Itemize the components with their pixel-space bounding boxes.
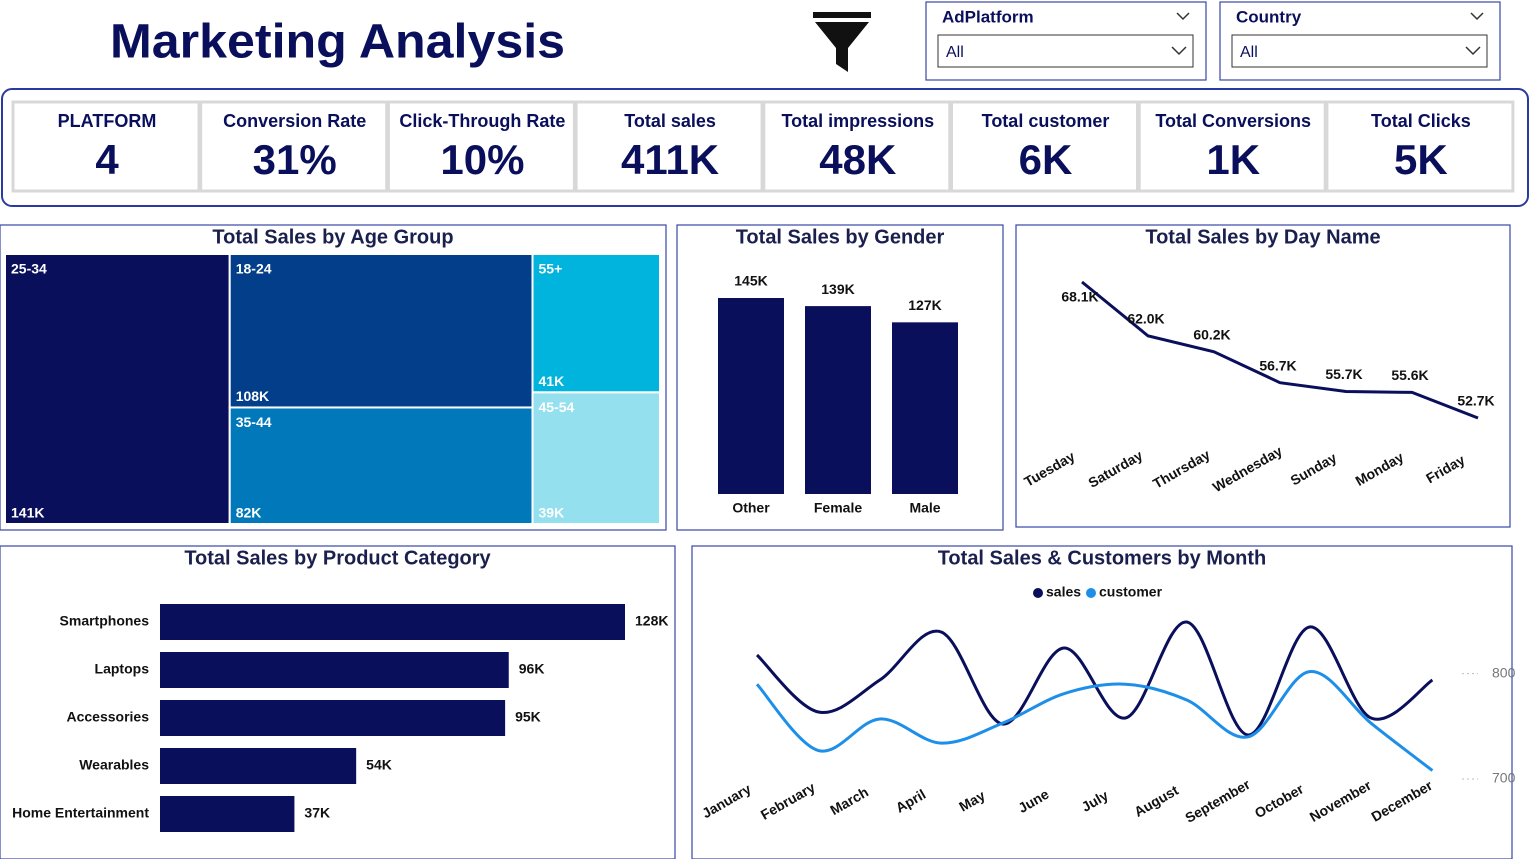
kpi-card [11, 100, 201, 193]
kpi-label: Total impressions [781, 111, 934, 131]
tile-label: 45-54 [539, 399, 575, 415]
kpi-value: 31% [253, 136, 337, 183]
chart-title: Total Sales & Customers by Month [938, 547, 1267, 569]
panel [691, 545, 1513, 859]
line [755, 620, 1434, 737]
kpi-value: 10% [440, 136, 524, 183]
kpi-card [762, 100, 952, 193]
tile-value: 108K [236, 388, 269, 404]
data-label: 55.7K [1325, 366, 1362, 382]
treemap-tile [4, 253, 231, 525]
data-label: 68.1K [1061, 289, 1098, 305]
chart-title: Total Sales by Product Category [184, 547, 491, 569]
kpi-label: Total customer [982, 111, 1110, 131]
data-label: 128K [635, 613, 668, 629]
bar [805, 306, 871, 494]
tile-value: 41K [539, 373, 565, 389]
tile-label: 35-44 [236, 414, 272, 430]
data-label: 37K [304, 805, 330, 821]
data-label: 60.2K [1193, 326, 1230, 342]
data-label: 62.0K [1127, 311, 1164, 327]
chart-title: Total Sales by Age Group [212, 226, 453, 248]
kpi-value: 411K [621, 136, 719, 183]
slicer-label: AdPlatform [942, 7, 1034, 26]
data-label: 139K [821, 281, 854, 297]
y-tick-label: Laptops [95, 661, 150, 677]
page-title: Marketing Analysis [110, 16, 565, 69]
kpi-label: Click-Through Rate [399, 111, 565, 131]
kpi-card [1325, 100, 1515, 193]
tile-label: 55+ [539, 261, 563, 277]
bar [160, 796, 295, 832]
treemap-tile [531, 253, 662, 394]
bar [160, 652, 509, 688]
bar [718, 298, 784, 494]
data-label: 96K [519, 661, 545, 677]
data-label: 127K [908, 297, 941, 313]
y-tick-label: Smartphones [60, 613, 150, 629]
slicer[interactable]: AdPlatform All [925, 1, 1207, 81]
y-tick-label: Home Entertainment [12, 805, 149, 821]
chart-title: Total Sales by Gender [736, 226, 945, 248]
kpi-card [1137, 100, 1327, 193]
kpi-card [386, 100, 576, 193]
slicer-value: All [946, 44, 964, 61]
y2-tick-label: 700 [1492, 770, 1516, 786]
kpi-value: 48K [819, 136, 896, 183]
kpi-label: Total Clicks [1371, 111, 1471, 131]
tile-label: 25-34 [11, 261, 47, 277]
bar [160, 748, 357, 784]
kpi-label: Total Conversions [1155, 111, 1311, 131]
tile-value: 82K [236, 505, 262, 521]
y-tick-label: Wearables [79, 757, 149, 773]
treemap-tile [228, 253, 534, 409]
data-label: 56.7K [1259, 357, 1296, 373]
data-label: 145K [734, 273, 767, 289]
slicer-value: All [1240, 44, 1258, 61]
x-tick-label: Male [909, 500, 940, 516]
kpi-label: PLATFORM [58, 111, 157, 131]
kpi-label: Total sales [624, 111, 716, 131]
data-label: 54K [366, 757, 392, 773]
data-label: 52.7K [1457, 393, 1494, 409]
bar [160, 700, 506, 736]
y-tick-label: Accessories [66, 709, 149, 725]
x-tick-label: Female [814, 500, 862, 516]
tile-label: 18-24 [236, 261, 272, 277]
kpi-label: Conversion Rate [223, 111, 366, 131]
treemap-tile [228, 406, 534, 526]
tile-value: 39K [539, 505, 565, 521]
data-label: 55.6K [1391, 367, 1428, 383]
line [1081, 280, 1479, 420]
legend-label: sales [1046, 584, 1081, 600]
x-tick-label: Other [732, 500, 770, 516]
bar [892, 322, 958, 494]
legend-marker [1086, 588, 1096, 598]
kpi-value: 1K [1206, 136, 1260, 183]
data-label: 95K [515, 709, 541, 725]
kpi-card [199, 100, 389, 193]
legend-label: customer [1099, 584, 1163, 600]
treemap-tile [531, 391, 662, 525]
y2-tick-label: 800 [1492, 664, 1516, 680]
tile-value: 141K [11, 505, 44, 521]
chart-title: Total Sales by Day Name [1145, 226, 1380, 248]
kpi-value: 4 [95, 136, 119, 183]
filter-icon [813, 12, 871, 72]
kpi-card [950, 100, 1139, 193]
line [755, 670, 1434, 772]
kpi-card [574, 100, 764, 193]
slicer-label: Country [1236, 7, 1302, 26]
legend-marker [1033, 588, 1043, 598]
kpi-value: 6K [1019, 136, 1073, 183]
slicer[interactable]: Country All [1219, 1, 1501, 81]
bar [160, 604, 625, 640]
kpi-value: 5K [1394, 136, 1448, 183]
